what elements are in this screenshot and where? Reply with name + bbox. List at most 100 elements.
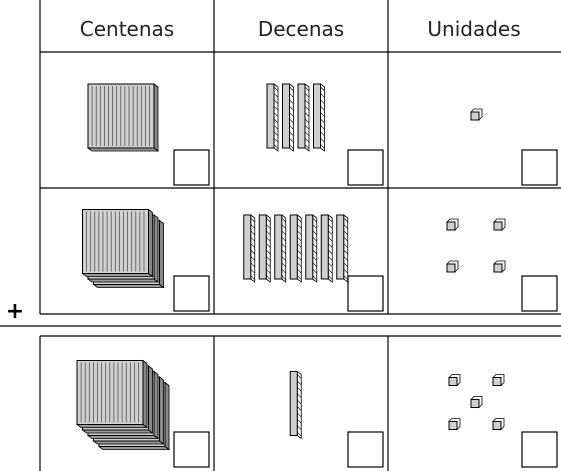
rod-hatch xyxy=(281,256,286,261)
rod-hatch xyxy=(281,217,286,223)
rod-hatch xyxy=(297,387,302,392)
rod-hatch xyxy=(281,275,286,280)
rod-hatch xyxy=(266,236,271,242)
rod-hatch xyxy=(281,224,286,229)
rod-hatch xyxy=(289,93,294,98)
tens-group xyxy=(289,370,302,440)
rod-hatch xyxy=(289,99,294,105)
rod-hatch xyxy=(343,243,348,248)
rod-hatch xyxy=(250,224,255,229)
rod-hatch xyxy=(297,230,302,236)
rod-hatch xyxy=(343,249,348,255)
answer-box xyxy=(521,431,558,468)
rod-hatch xyxy=(343,224,348,229)
rod-hatch xyxy=(320,105,325,111)
answer-box xyxy=(173,431,210,468)
ten-rod xyxy=(274,214,283,280)
flat-side xyxy=(159,219,164,289)
flat-side xyxy=(148,365,153,434)
rod-hatch xyxy=(297,380,302,386)
column-header: Unidades xyxy=(427,17,520,41)
blocks xyxy=(75,83,506,451)
rod-hatch xyxy=(328,236,333,242)
column-header: Centenas xyxy=(80,17,174,41)
rod-hatch xyxy=(328,256,333,261)
rod-hatch xyxy=(343,217,348,223)
rod-hatch xyxy=(266,224,271,229)
rod-hatch xyxy=(328,249,333,255)
rod-hatch xyxy=(304,112,310,117)
flat-side xyxy=(159,376,164,445)
rod-hatch xyxy=(297,262,302,268)
rod-hatch xyxy=(297,275,302,280)
answer-box xyxy=(347,431,384,468)
rod-hatch xyxy=(250,256,255,261)
unit-cube xyxy=(448,377,458,386)
rod-hatch xyxy=(312,275,317,280)
rod-hatch xyxy=(266,268,271,274)
rod-hatch xyxy=(297,419,302,424)
rod-hatch xyxy=(273,125,279,130)
rod-hatch xyxy=(266,217,271,223)
unit-cube xyxy=(493,263,503,273)
ten-rod xyxy=(297,83,306,149)
units-group xyxy=(448,374,505,431)
plus-sign: + xyxy=(6,299,24,324)
rod-hatch xyxy=(250,262,255,268)
rod-hatch xyxy=(273,93,279,98)
ten-rod xyxy=(258,214,267,280)
rod-hatch xyxy=(250,249,255,255)
rod-hatch xyxy=(328,262,333,268)
rod-hatch xyxy=(328,268,333,274)
rod-hatch xyxy=(320,137,325,143)
hundreds-group xyxy=(81,208,165,289)
rod-hatch xyxy=(273,144,279,149)
flat-side xyxy=(142,359,148,429)
rod-hatch xyxy=(297,224,302,229)
answer-box xyxy=(347,275,384,312)
ten-rod xyxy=(313,83,321,149)
rod-hatch xyxy=(266,249,271,255)
rod-hatch xyxy=(312,217,317,223)
rod-hatch xyxy=(343,262,348,268)
unit-cube xyxy=(446,221,456,231)
ten-rod xyxy=(266,83,275,149)
rod-hatch xyxy=(273,105,279,111)
rod-hatch xyxy=(297,217,302,223)
ten-rod xyxy=(305,214,314,280)
rod-hatch xyxy=(343,236,348,242)
rod-hatch xyxy=(304,118,310,124)
rod-hatch xyxy=(289,125,294,130)
ten-rod xyxy=(320,214,329,280)
rod-hatch xyxy=(328,217,333,223)
rod-hatch xyxy=(281,249,286,255)
rod-hatch xyxy=(328,224,333,229)
unit-cube xyxy=(470,111,480,121)
rod-hatch xyxy=(304,93,310,98)
rod-hatch xyxy=(250,275,255,280)
rod-hatch xyxy=(289,105,294,111)
rod-hatch xyxy=(297,425,302,430)
rod-hatch xyxy=(297,406,302,411)
units-group xyxy=(446,218,506,273)
rod-hatch xyxy=(281,230,286,236)
rod-hatch xyxy=(266,275,271,280)
rod-hatch xyxy=(297,256,302,261)
unit-cube xyxy=(448,421,458,430)
unit-cube xyxy=(446,263,456,273)
rod-hatch xyxy=(304,131,310,137)
rod-hatch xyxy=(281,243,286,248)
ten-rod xyxy=(282,83,290,149)
rod-hatch xyxy=(273,137,279,143)
rod-hatch xyxy=(281,262,286,268)
flat-side xyxy=(153,83,159,152)
rod-hatch xyxy=(343,230,348,236)
answer-box xyxy=(347,149,384,186)
rod-hatch xyxy=(320,131,325,137)
hundreds-group xyxy=(86,83,160,152)
rod-hatch xyxy=(304,125,310,130)
rod-hatch xyxy=(312,262,317,268)
rod-hatch xyxy=(273,112,279,117)
rod-hatch xyxy=(281,236,286,242)
